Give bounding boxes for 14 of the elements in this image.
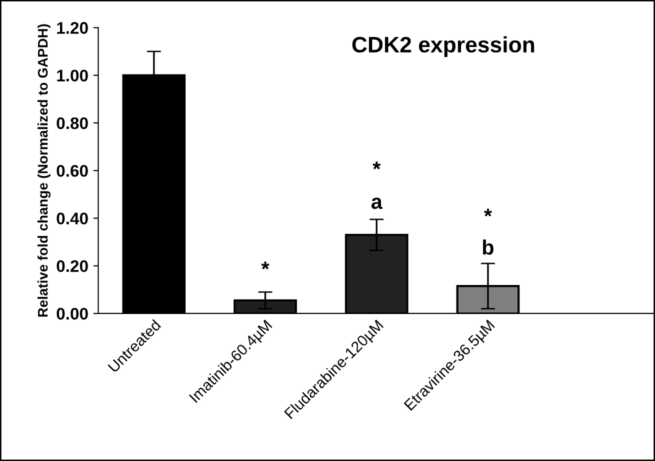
annotation: * — [261, 262, 270, 270]
annotation: a — [371, 198, 383, 210]
chart-title: CDK2 expression — [352, 36, 534, 57]
y-tick-label: 0.80 — [56, 117, 88, 130]
y-axis-title: Relative fold change (Normalized to GAPDH) — [38, 24, 51, 317]
y-tick-label: 0.20 — [56, 260, 88, 272]
y-tick-label: 1.20 — [57, 22, 88, 34]
annotation: * — [372, 162, 381, 170]
annotation: b — [482, 239, 494, 255]
y-tick-label: 0.40 — [56, 212, 88, 224]
y-tick-label: 1.00 — [57, 70, 88, 82]
annotation: * — [484, 208, 492, 217]
y-tick-label: 0.00 — [56, 308, 88, 320]
y-tick-label: 0.60 — [56, 164, 88, 177]
